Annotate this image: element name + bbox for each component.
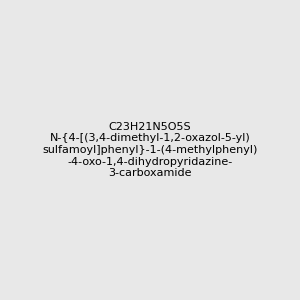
Text: C23H21N5O5S
N-{4-[(3,4-dimethyl-1,2-oxazol-5-yl)
sulfamoyl]phenyl}-1-(4-methylph: C23H21N5O5S N-{4-[(3,4-dimethyl-1,2-oxaz… xyxy=(42,122,258,178)
